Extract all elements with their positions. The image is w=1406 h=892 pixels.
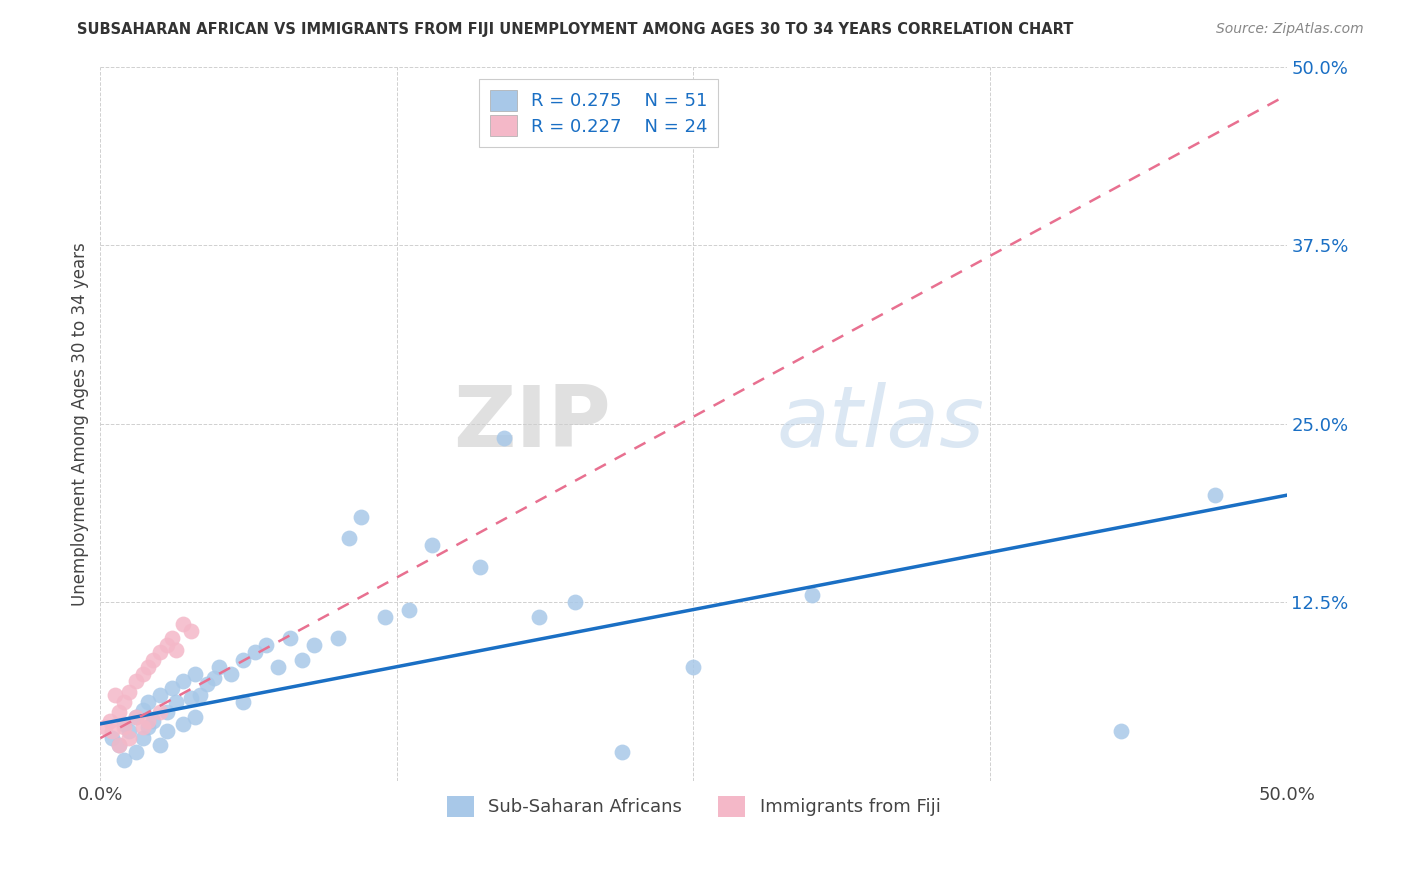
Point (350, 509, 373, 524)
Point (101, 731, 124, 746)
Point (374, 609, 396, 624)
Point (339, 531, 361, 545)
Point (468, 559, 491, 574)
Point (291, 652, 314, 666)
Point (108, 739, 131, 753)
Point (172, 673, 194, 688)
Point (254, 638, 277, 652)
Point (156, 723, 179, 738)
Point (149, 645, 172, 659)
Point (682, 659, 704, 673)
Point (801, 588, 824, 602)
Point (422, 538, 444, 552)
Point (125, 709, 148, 723)
Point (179, 624, 201, 638)
Point (208, 659, 231, 673)
Point (118, 723, 141, 738)
Point (141, 652, 163, 666)
Text: SUBSAHARAN AFRICAN VS IMMIGRANTS FROM FIJI UNEMPLOYMENT AMONG AGES 30 TO 34 YEAR: SUBSAHARAN AFRICAN VS IMMIGRANTS FROM FI… (77, 22, 1074, 37)
Point (165, 642, 187, 657)
Point (149, 688, 172, 702)
Point (1109, 723, 1132, 738)
Point (156, 706, 179, 720)
Text: Source: ZipAtlas.com: Source: ZipAtlas.com (1216, 22, 1364, 37)
Point (112, 695, 135, 709)
Point (125, 673, 148, 688)
Point (118, 731, 141, 746)
Point (118, 685, 141, 699)
Point (141, 714, 163, 728)
Point (529, 609, 551, 624)
Point (101, 723, 124, 738)
Point (132, 720, 155, 734)
Point (108, 706, 131, 720)
Point (108, 739, 131, 753)
Point (243, 645, 266, 659)
Point (184, 709, 207, 723)
Point (1204, 488, 1226, 502)
Point (326, 631, 349, 645)
Point (132, 666, 155, 681)
Point (160, 631, 183, 645)
Point (103, 688, 125, 702)
Point (219, 666, 242, 681)
Point (125, 709, 148, 723)
Point (232, 652, 254, 666)
Point (136, 695, 159, 709)
Point (398, 602, 420, 616)
Point (564, 595, 586, 609)
Point (132, 731, 155, 746)
Point (149, 739, 172, 753)
Y-axis label: Unemployment Among Ages 30 to 34 years: Unemployment Among Ages 30 to 34 years (72, 242, 89, 606)
Point (612, 746, 634, 760)
Point (132, 702, 155, 716)
Point (149, 706, 172, 720)
Point (232, 695, 254, 709)
Point (112, 753, 135, 767)
Point (172, 616, 194, 631)
Point (94, 720, 117, 734)
Point (136, 714, 159, 728)
Point (156, 638, 179, 652)
Point (172, 716, 194, 731)
Point (112, 720, 135, 734)
Point (136, 659, 159, 673)
Point (179, 691, 201, 706)
Point (302, 638, 325, 652)
Text: ZIP: ZIP (453, 383, 610, 466)
Point (160, 681, 183, 695)
Point (184, 666, 207, 681)
Point (195, 677, 218, 691)
Point (492, 431, 515, 445)
Point (267, 659, 290, 673)
Text: atlas: atlas (776, 383, 984, 466)
Point (165, 695, 187, 709)
Legend: Sub-Saharan Africans, Immigrants from Fiji: Sub-Saharan Africans, Immigrants from Fi… (437, 787, 949, 826)
Point (202, 671, 225, 685)
Point (112, 716, 135, 731)
Point (98, 714, 121, 728)
Point (136, 720, 159, 734)
Point (188, 688, 211, 702)
Point (278, 631, 301, 645)
Point (125, 746, 148, 760)
